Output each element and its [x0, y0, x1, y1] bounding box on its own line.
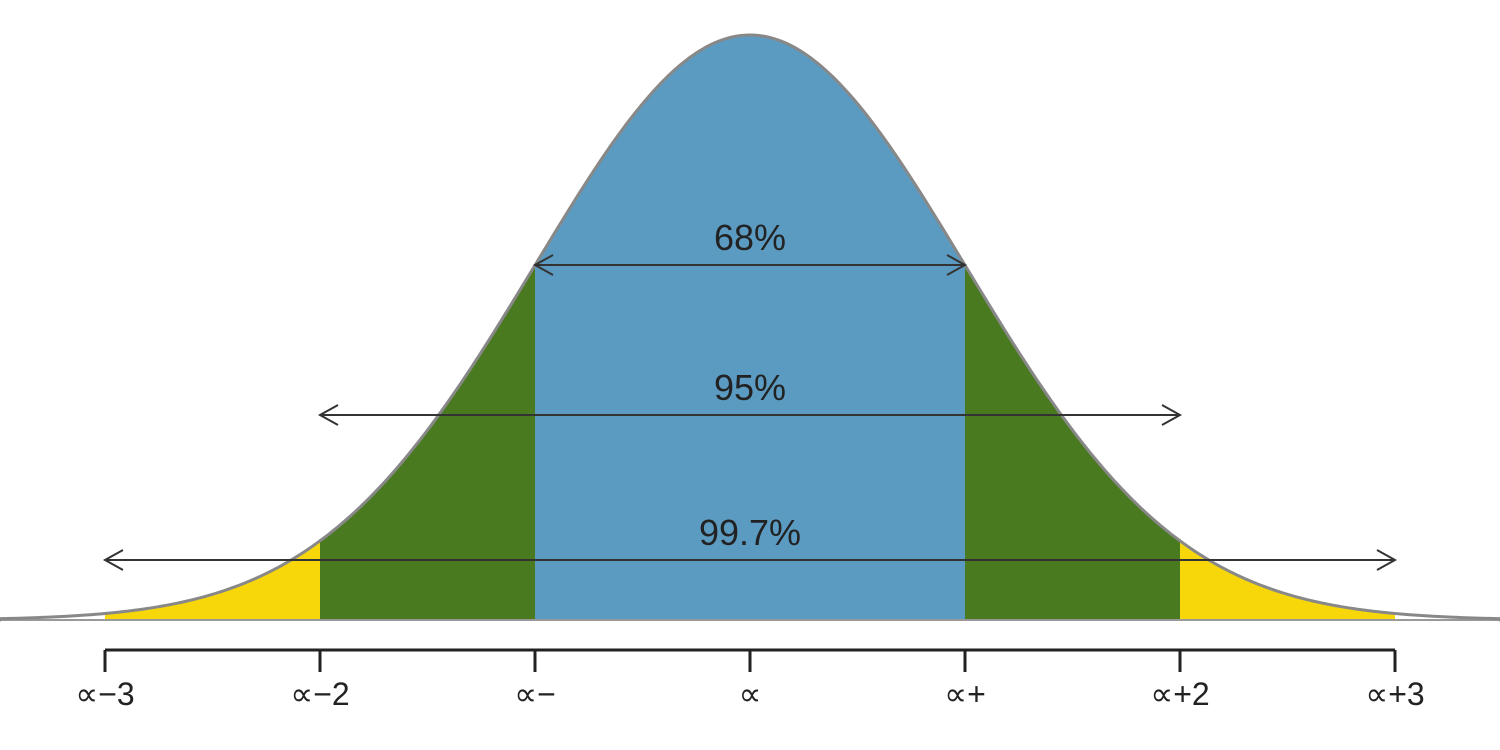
empirical-rule-diagram: 68% 95% 99.7% ∝−3 ∝−2 ∝− ∝ ∝+ ∝+2 ∝+3 — [0, 0, 1500, 750]
axis-tick-label: ∝+3 — [1365, 676, 1424, 712]
axis-tick-label: ∝+2 — [1150, 676, 1209, 712]
span-label: 99.7% — [699, 512, 801, 553]
axis-tick-label: ∝ — [739, 676, 762, 712]
axis-tick-label: ∝−2 — [290, 676, 349, 712]
region-3sigma_right — [1180, 541, 1395, 620]
region-3sigma_left — [105, 541, 320, 620]
axis-tick-label: ∝+ — [944, 676, 986, 712]
span-label: 68% — [714, 217, 786, 258]
axis-tick-label: ∝− — [514, 676, 556, 712]
axis-tick-label: ∝−3 — [75, 676, 134, 712]
span-label: 95% — [714, 367, 786, 408]
